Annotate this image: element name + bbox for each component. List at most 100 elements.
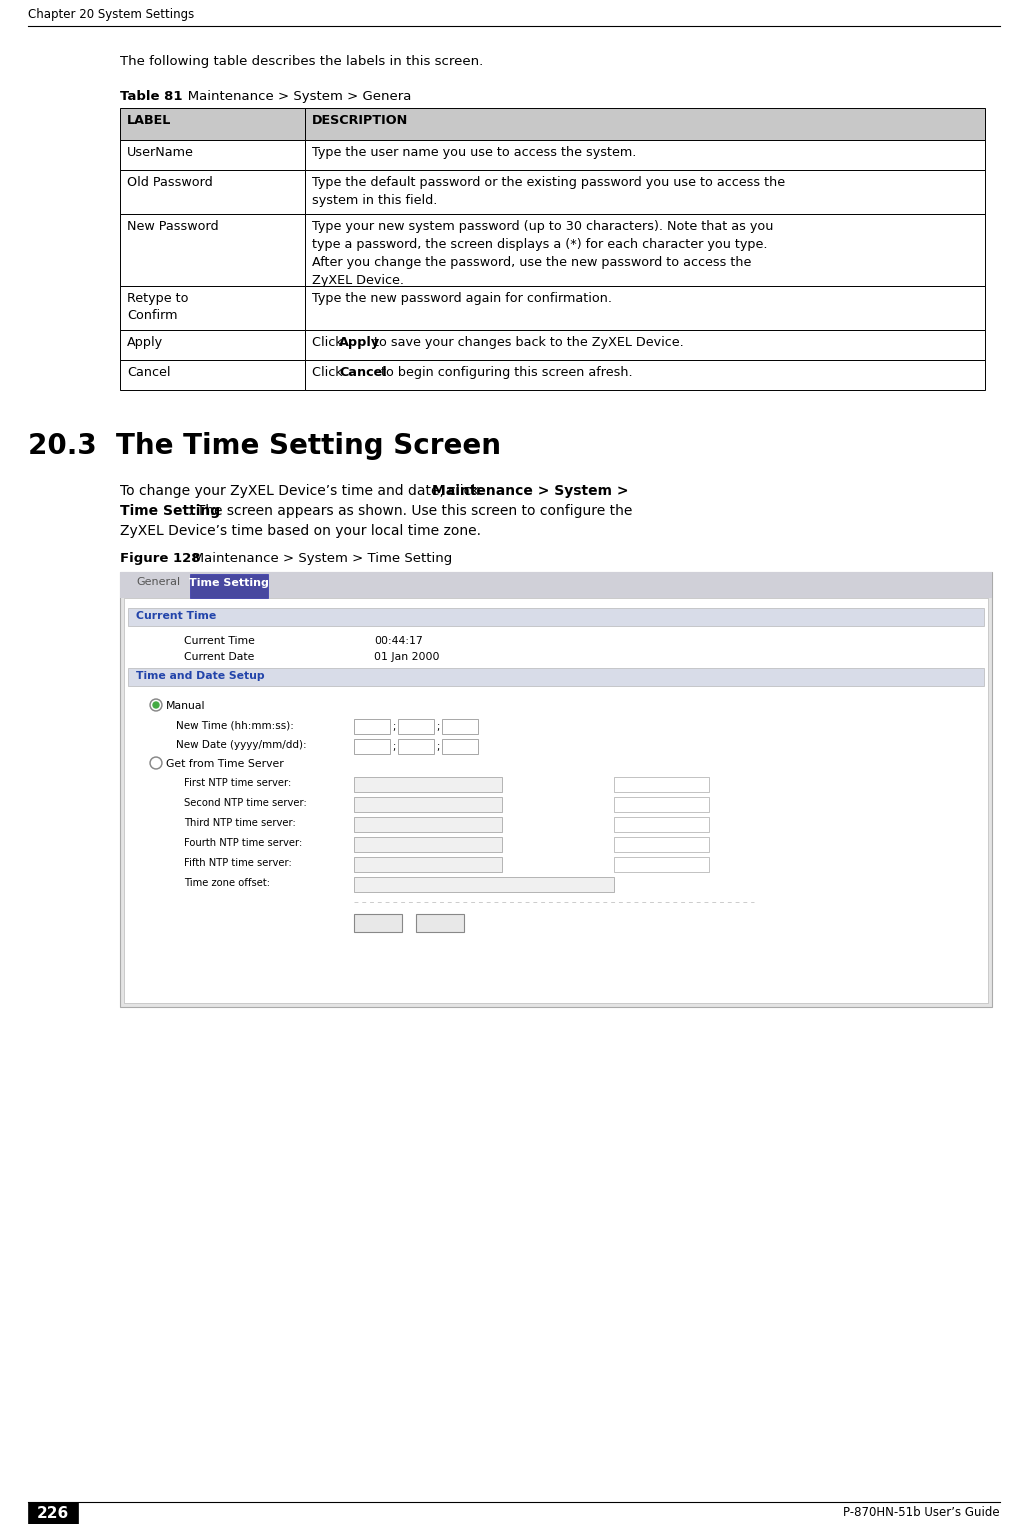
Text: 20.3  The Time Setting Screen: 20.3 The Time Setting Screen (28, 431, 501, 460)
Text: 01 Jan 2000: 01 Jan 2000 (374, 652, 440, 661)
Polygon shape (120, 331, 305, 360)
Text: 00:44:17: 00:44:17 (374, 636, 423, 646)
Text: Cancel: Cancel (423, 917, 457, 928)
Polygon shape (354, 777, 502, 792)
Polygon shape (354, 856, 502, 872)
Text: Click: Click (313, 335, 346, 349)
Polygon shape (354, 797, 502, 812)
Circle shape (150, 700, 162, 712)
Text: New Password: New Password (127, 219, 219, 233)
Text: ▾: ▾ (602, 879, 607, 890)
Text: Click: Click (313, 366, 346, 379)
Text: Apply: Apply (363, 917, 393, 928)
Text: ▾: ▾ (490, 840, 494, 850)
Polygon shape (305, 108, 985, 140)
Text: 0: 0 (446, 741, 452, 751)
Text: ▾: ▾ (490, 800, 494, 809)
Polygon shape (305, 213, 985, 287)
Text: Type your new system password (up to 30 characters). Note that as you
type a pas: Type your new system password (up to 30 … (313, 219, 773, 287)
Polygon shape (128, 608, 984, 626)
Polygon shape (305, 360, 985, 390)
Text: Time Setting: Time Setting (120, 504, 220, 518)
Text: Current Time: Current Time (136, 611, 216, 620)
Polygon shape (398, 739, 434, 754)
Text: Apply: Apply (127, 335, 163, 349)
Text: ;: ; (392, 742, 395, 751)
Text: None: None (357, 860, 380, 869)
Text: Maintenance > System > Genera: Maintenance > System > Genera (175, 90, 411, 104)
Text: Apply: Apply (339, 335, 380, 349)
Text: UserName: UserName (127, 146, 194, 158)
Text: New Date (yyyy/mm/dd):: New Date (yyyy/mm/dd): (176, 741, 306, 750)
Text: General: General (136, 578, 180, 587)
Polygon shape (614, 817, 709, 832)
Text: Time Setting: Time Setting (189, 578, 269, 588)
Text: The following table describes the labels in this screen.: The following table describes the labels… (120, 55, 483, 69)
Text: Fifth NTP time server:: Fifth NTP time server: (184, 858, 292, 869)
Text: Third NTP time server:: Third NTP time server: (184, 818, 296, 828)
Text: ZyXEL Device’s time based on your local time zone.: ZyXEL Device’s time based on your local … (120, 524, 481, 538)
Text: Old Password: Old Password (127, 175, 213, 189)
Polygon shape (120, 213, 305, 287)
Text: 226: 226 (37, 1506, 69, 1521)
Text: 0: 0 (358, 721, 364, 732)
Text: to begin configuring this screen afresh.: to begin configuring this screen afresh. (377, 366, 632, 379)
Text: New Time (hh:mm:ss):: New Time (hh:mm:ss): (176, 719, 294, 730)
Polygon shape (354, 914, 402, 933)
Polygon shape (442, 719, 478, 735)
Polygon shape (305, 331, 985, 360)
Polygon shape (614, 797, 709, 812)
Text: 0: 0 (402, 741, 408, 751)
Text: Time zone offset:: Time zone offset: (184, 878, 270, 888)
Circle shape (151, 701, 160, 710)
Text: Retype to
Confirm: Retype to Confirm (127, 293, 188, 322)
Polygon shape (354, 739, 390, 754)
Polygon shape (120, 108, 305, 140)
Text: 0: 0 (446, 721, 452, 732)
Polygon shape (120, 360, 305, 390)
Text: Chapter 20 System Settings: Chapter 20 System Settings (28, 8, 194, 21)
Text: To change your ZyXEL Device’s time and date, click: To change your ZyXEL Device’s time and d… (120, 485, 484, 498)
Text: Fourth NTP time server:: Fourth NTP time server: (184, 838, 302, 847)
Text: ;: ; (436, 722, 439, 732)
Text: Table 81: Table 81 (120, 90, 183, 104)
Text: Maintenance > System > Time Setting: Maintenance > System > Time Setting (180, 552, 452, 565)
Text: Get from Time Server: Get from Time Server (166, 759, 284, 770)
Text: None: None (357, 818, 380, 828)
Text: Time and Date Setup: Time and Date Setup (136, 671, 264, 681)
Polygon shape (305, 140, 985, 171)
Circle shape (153, 703, 159, 709)
Text: ;: ; (392, 722, 395, 732)
Polygon shape (305, 171, 985, 213)
Polygon shape (28, 1503, 78, 1524)
Polygon shape (120, 572, 992, 1007)
Polygon shape (614, 837, 709, 852)
Text: Current Date: Current Date (184, 652, 254, 661)
Circle shape (150, 757, 162, 770)
Polygon shape (614, 777, 709, 792)
Text: ▾: ▾ (490, 860, 494, 870)
Polygon shape (120, 140, 305, 171)
Text: ;: ; (436, 742, 439, 751)
Text: Current Time: Current Time (184, 636, 255, 646)
Text: Cancel: Cancel (339, 366, 387, 379)
Text: time.nist.gov: time.nist.gov (357, 779, 416, 788)
Text: Type the user name you use to access the system.: Type the user name you use to access the… (313, 146, 636, 158)
Polygon shape (416, 914, 464, 933)
Polygon shape (354, 837, 502, 852)
Text: (GMT-08:00) Pacific Time, Tijuana: (GMT-08:00) Pacific Time, Tijuana (357, 879, 508, 888)
Circle shape (151, 759, 160, 768)
Polygon shape (128, 668, 984, 686)
Text: . The screen appears as shown. Use this screen to configure the: . The screen appears as shown. Use this … (188, 504, 632, 518)
Polygon shape (120, 171, 305, 213)
Polygon shape (124, 597, 988, 1003)
Text: to save your changes back to the ZyXEL Device.: to save your changes back to the ZyXEL D… (370, 335, 684, 349)
Text: 0: 0 (402, 721, 408, 732)
Text: Cancel: Cancel (127, 366, 171, 379)
Polygon shape (120, 572, 992, 597)
Text: Maintenance > System >: Maintenance > System > (432, 485, 628, 498)
Polygon shape (442, 739, 478, 754)
Text: 0: 0 (358, 741, 364, 751)
Polygon shape (354, 719, 390, 735)
Text: DESCRIPTION: DESCRIPTION (313, 114, 408, 126)
